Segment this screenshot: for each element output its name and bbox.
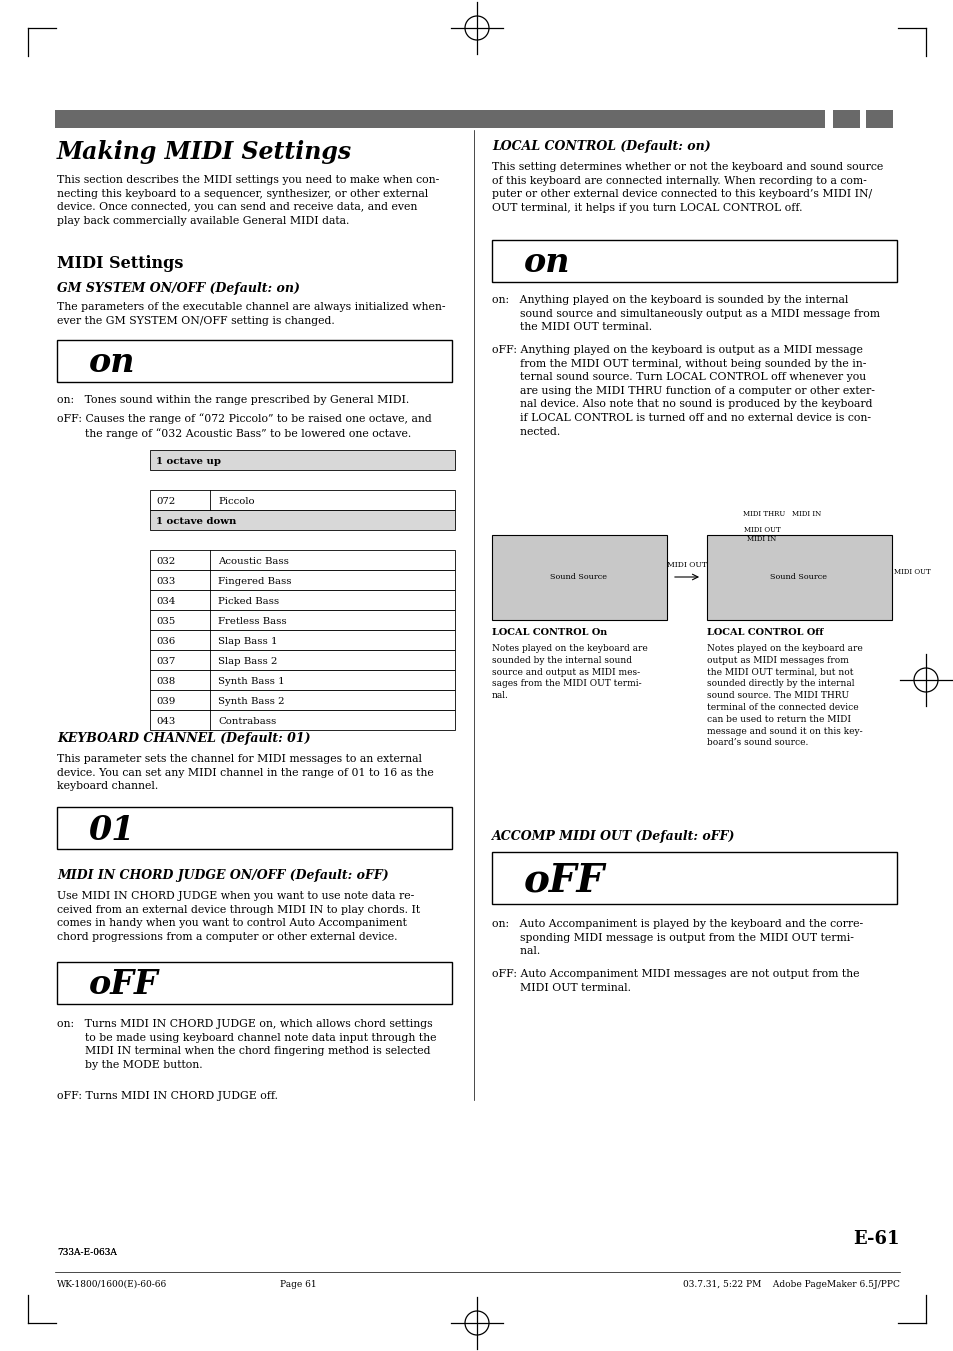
Text: on:   Turns MIDI IN CHORD JUDGE on, which allows chord settings
        to be ma: on: Turns MIDI IN CHORD JUDGE on, which …: [57, 1019, 436, 1070]
Bar: [150, 570, 455, 590]
Text: 1 octave up: 1 octave up: [156, 457, 221, 466]
Text: Sound Source: Sound Source: [550, 573, 607, 581]
Text: 035: 035: [156, 616, 175, 626]
Text: Use MIDI IN CHORD JUDGE when you want to use note data re-
ceived from an extern: Use MIDI IN CHORD JUDGE when you want to…: [57, 892, 419, 942]
Text: MIDI THRU   MIDI IN: MIDI THRU MIDI IN: [742, 509, 821, 517]
Bar: [57, 807, 452, 848]
Bar: [150, 611, 455, 630]
Text: Sound Source: Sound Source: [770, 573, 826, 581]
Text: ACCOMP MIDI OUT (Default: oFF): ACCOMP MIDI OUT (Default: oFF): [492, 830, 735, 843]
Bar: [57, 340, 452, 382]
Bar: [150, 670, 455, 690]
Text: on:   Tones sound within the range prescribed by General MIDI.: on: Tones sound within the range prescri…: [57, 394, 409, 405]
Bar: [150, 509, 455, 530]
Text: 039: 039: [156, 697, 175, 705]
Text: MIDI OUT: MIDI OUT: [666, 561, 706, 569]
Text: This section describes the MIDI settings you need to make when con-
necting this: This section describes the MIDI settings…: [57, 176, 438, 226]
Bar: [492, 852, 896, 904]
Bar: [55, 109, 824, 128]
Text: MIDI Settings: MIDI Settings: [57, 255, 183, 272]
Text: KEYBOARD CHANNEL (Default: 01): KEYBOARD CHANNEL (Default: 01): [57, 732, 310, 744]
Bar: [150, 590, 455, 611]
Bar: [150, 630, 455, 650]
Text: 072: 072: [156, 497, 175, 505]
Text: Acoustic Bass: Acoustic Bass: [218, 557, 289, 566]
Text: 733A-E-063A: 733A-E-063A: [57, 1248, 117, 1256]
Text: 036: 036: [156, 636, 175, 646]
Bar: [150, 690, 455, 711]
Text: 1 octave down: 1 octave down: [156, 516, 236, 526]
Text: MIDI OUT
MIDI IN: MIDI OUT MIDI IN: [742, 526, 780, 543]
Text: oFF: Anything played on the keyboard is output as a MIDI message
        from th: oFF: Anything played on the keyboard is …: [492, 345, 874, 436]
Text: 033: 033: [156, 577, 175, 585]
Bar: [57, 962, 452, 1004]
Bar: [150, 711, 455, 730]
Text: Fingered Bass: Fingered Bass: [218, 577, 292, 585]
Text: Notes played on the keyboard are
sounded by the internal sound
source and output: Notes played on the keyboard are sounded…: [492, 644, 647, 700]
Text: The parameters of the executable channel are always initialized when-
ever the G: The parameters of the executable channel…: [57, 303, 445, 326]
Text: Fretless Bass: Fretless Bass: [218, 616, 286, 626]
Text: the range of “032 Acoustic Bass” to be lowered one octave.: the range of “032 Acoustic Bass” to be l…: [57, 428, 411, 439]
Text: This parameter sets the channel for MIDI messages to an external
device. You can: This parameter sets the channel for MIDI…: [57, 754, 434, 792]
Text: on: on: [523, 246, 570, 280]
Text: Contrabass: Contrabass: [218, 716, 276, 725]
Text: oFF: Causes the range of “072 Piccolo” to be raised one octave, and: oFF: Causes the range of “072 Piccolo” t…: [57, 413, 432, 424]
Bar: [865, 109, 892, 128]
Text: LOCAL CONTROL Off: LOCAL CONTROL Off: [706, 628, 822, 638]
Text: This setting determines whether or not the keyboard and sound source
of this key: This setting determines whether or not t…: [492, 162, 882, 213]
Text: oFF: oFF: [89, 969, 158, 1001]
Text: oFF: Auto Accompaniment MIDI messages are not output from the
        MIDI OUT t: oFF: Auto Accompaniment MIDI messages ar…: [492, 969, 859, 993]
Text: oFF: oFF: [523, 861, 604, 898]
Text: Synth Bass 1: Synth Bass 1: [218, 677, 284, 685]
Text: 032: 032: [156, 557, 175, 566]
Text: LOCAL CONTROL On: LOCAL CONTROL On: [492, 628, 607, 638]
Text: 03.7.31, 5:22 PM    Adobe PageMaker 6.5J/PPC: 03.7.31, 5:22 PM Adobe PageMaker 6.5J/PP…: [682, 1279, 899, 1289]
Text: 038: 038: [156, 677, 175, 685]
Text: Slap Bass 2: Slap Bass 2: [218, 657, 277, 666]
Text: LOCAL CONTROL (Default: on): LOCAL CONTROL (Default: on): [492, 141, 710, 153]
Bar: [706, 535, 891, 620]
Text: Piccolo: Piccolo: [218, 497, 254, 505]
Text: Synth Bass 2: Synth Bass 2: [218, 697, 284, 705]
Text: on:   Auto Accompaniment is played by the keyboard and the corre-
        spondi: on: Auto Accompaniment is played by the …: [492, 919, 862, 957]
Text: 037: 037: [156, 657, 175, 666]
Text: Slap Bass 1: Slap Bass 1: [218, 636, 277, 646]
Text: Notes played on the keyboard are
output as MIDI messages from
the MIDI OUT termi: Notes played on the keyboard are output …: [706, 644, 862, 747]
Text: WK-1800/1600(E)-60-66: WK-1800/1600(E)-60-66: [57, 1279, 167, 1289]
Bar: [492, 535, 666, 620]
Text: 01: 01: [89, 813, 135, 847]
Text: Picked Bass: Picked Bass: [218, 597, 279, 605]
Text: 034: 034: [156, 597, 175, 605]
Text: 733A-E-063A: 733A-E-063A: [57, 1248, 117, 1256]
Bar: [150, 450, 455, 470]
Bar: [492, 240, 896, 282]
Bar: [150, 650, 455, 670]
Text: Making MIDI Settings: Making MIDI Settings: [57, 141, 352, 163]
Bar: [832, 109, 859, 128]
Text: 043: 043: [156, 716, 175, 725]
Text: Page 61: Page 61: [280, 1279, 316, 1289]
Text: E-61: E-61: [853, 1229, 899, 1248]
Text: on: on: [89, 346, 135, 380]
Text: GM SYSTEM ON/OFF (Default: on): GM SYSTEM ON/OFF (Default: on): [57, 282, 299, 295]
Text: oFF: Turns MIDI IN CHORD JUDGE off.: oFF: Turns MIDI IN CHORD JUDGE off.: [57, 1092, 277, 1101]
Text: MIDI OUT: MIDI OUT: [893, 567, 930, 576]
Bar: [150, 490, 455, 509]
Bar: [150, 550, 455, 570]
Text: MIDI IN CHORD JUDGE ON/OFF (Default: oFF): MIDI IN CHORD JUDGE ON/OFF (Default: oFF…: [57, 869, 388, 882]
Text: on:   Anything played on the keyboard is sounded by the internal
        sound s: on: Anything played on the keyboard is s…: [492, 295, 879, 332]
